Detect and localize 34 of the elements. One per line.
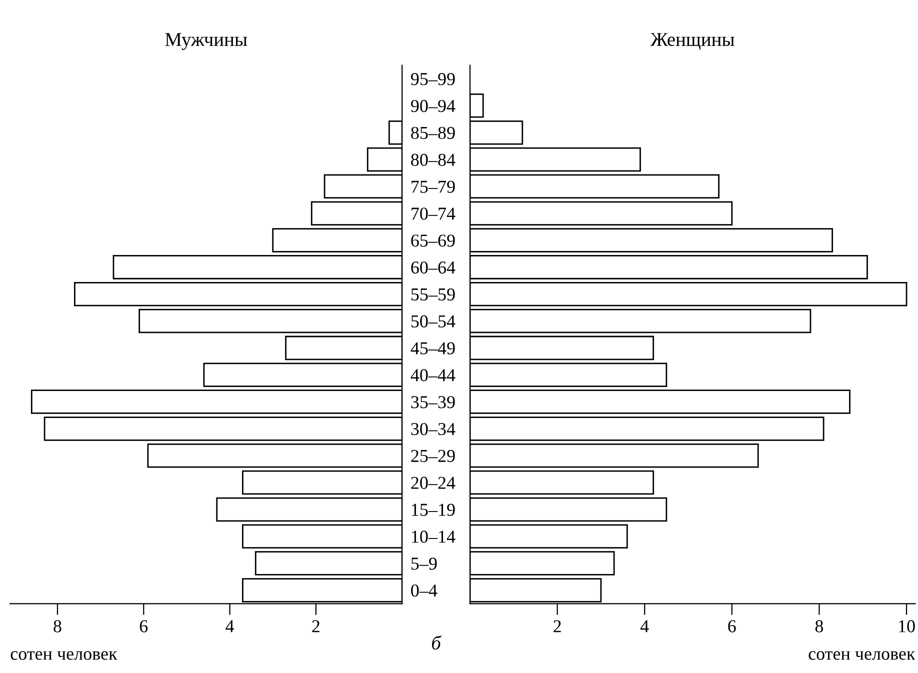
y-tick-label: 15–19 <box>412 504 455 516</box>
x-tick-label: 2 <box>312 620 320 632</box>
y-tick-label: 80–84 <box>411 154 456 166</box>
y-tick-label: 85–89 <box>411 126 455 140</box>
chart-title: Женщины <box>650 33 734 50</box>
y-tick-label: 5–9 <box>411 558 437 570</box>
x-tick-label: 6 <box>140 620 148 632</box>
x-tick-label: 4 <box>226 620 234 632</box>
y-tick-label: 50–54 <box>411 315 456 328</box>
chart-title: Мужчины <box>165 33 248 50</box>
x-tick-label: 8 <box>815 620 824 632</box>
y-tick-label: 35–39 <box>411 396 455 408</box>
x-tick-label: 4 <box>640 620 649 632</box>
y-tick-label: 75–79 <box>412 180 455 193</box>
y-tick-label: 70–74 <box>412 208 456 220</box>
y-tick-label: 0–4 <box>411 584 438 597</box>
y-tick-label: 65–69 <box>411 234 455 247</box>
y-tick-label: 10–14 <box>412 530 456 543</box>
x-axis-title: сотен человек <box>10 651 118 660</box>
y-tick-label: 25–29 <box>411 450 455 462</box>
y-tick-label: 45–49 <box>410 342 455 354</box>
y-tick-label: 55–59 <box>411 288 455 301</box>
x-tick-label: 2 <box>554 620 561 632</box>
x-tick-label: 6 <box>728 620 736 632</box>
x-tick-label: 8 <box>54 620 62 632</box>
y-tick-label: 40–44 <box>410 369 456 382</box>
text: б <box>432 636 442 650</box>
y-tick-label: 90–94 <box>411 100 456 112</box>
x-axis-title: сотен человек <box>808 651 916 660</box>
y-tick-label: 60–64 <box>411 261 456 274</box>
y-tick-label: 95–99 <box>411 73 455 86</box>
x-tick-label: 10 <box>899 620 915 632</box>
y-tick-label: 20–24 <box>411 476 456 489</box>
y-tick-label: 30–34 <box>411 422 456 436</box>
